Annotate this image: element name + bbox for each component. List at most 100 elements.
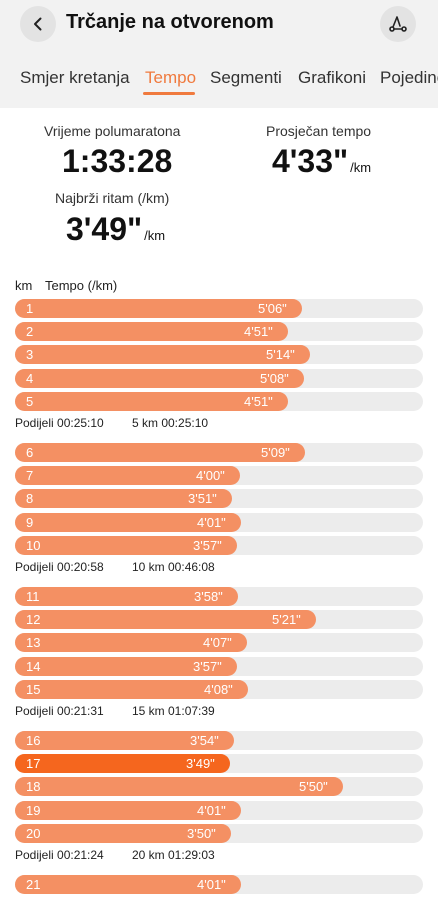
pace-value: 3'50" [187, 825, 216, 841]
split-time: Podijeli 00:21:24 [15, 848, 104, 862]
pace-bar [15, 368, 304, 388]
pace-bar [15, 656, 237, 676]
pace-bar [15, 512, 241, 532]
pace-bar [15, 587, 238, 606]
pace-value: 4'51" [244, 324, 273, 340]
km-number: 15 [26, 681, 41, 697]
pace-bar [15, 731, 234, 750]
km-number: 1 [26, 301, 34, 316]
pace-row: 6 5'09" [15, 443, 423, 462]
pace-bar [15, 800, 241, 820]
pace-row: 19 4'01" [15, 800, 423, 820]
pace-value: 4'01" [197, 877, 226, 892]
pace-bar [15, 535, 237, 555]
route-button[interactable] [380, 6, 416, 42]
split-cumulative: 20 km 01:29:03 [132, 848, 215, 862]
pace-value: 3'54" [190, 733, 219, 748]
half-marathon-label: Vrijeme polumaratona [44, 123, 181, 139]
pace-bar [15, 679, 248, 699]
pace-bar [15, 610, 316, 630]
pace-row: 3 5'14" [15, 345, 423, 365]
pace-bar [15, 345, 310, 365]
pace-value: 5'09" [261, 445, 290, 460]
pace-value: 4'07" [203, 635, 232, 651]
pace-value: 4'00" [196, 468, 225, 484]
km-number: 20 [26, 825, 41, 841]
split-cumulative: 15 km 01:07:39 [132, 704, 215, 718]
pace-bar [15, 391, 288, 411]
app-header: Trčanje na otvorenom [0, 0, 438, 50]
pace-value: 5'06" [258, 301, 287, 316]
pace-row: 9 4'01" [15, 512, 423, 532]
pace-row: 20 3'50" [15, 823, 423, 843]
chevron-left-icon [34, 17, 42, 31]
pace-bar [15, 466, 240, 486]
tab-segments[interactable]: Segmenti [210, 68, 282, 87]
pace-value: 4'51" [244, 393, 273, 409]
pace-row: 14 3'57" [15, 656, 423, 676]
km-number: 12 [26, 612, 41, 628]
pace-row: 18 5'50" [15, 777, 423, 797]
pace-value: 3'49" [186, 756, 215, 772]
km-number: 2 [26, 324, 34, 340]
page-title: Trčanje na otvorenom [66, 11, 274, 33]
pace-row: 10 3'57" [15, 535, 423, 555]
split-time: Podijeli 00:20:58 [15, 560, 104, 574]
pace-value: 4'08" [204, 681, 233, 697]
km-number: 14 [26, 658, 41, 674]
pace-value: 3'57" [193, 658, 222, 674]
pace-row: 21 4'01" [15, 875, 423, 894]
km-number: 11 [26, 589, 40, 604]
active-tab-indicator [143, 92, 195, 95]
pace-row: 15 4'08" [15, 679, 423, 699]
km-number: 13 [26, 635, 41, 651]
pace-bar [15, 875, 241, 894]
pace-row: 16 3'54" [15, 731, 423, 750]
pace-bar [15, 823, 231, 843]
pace-bar [15, 633, 247, 653]
pace-row: 4 5'08" [15, 368, 423, 388]
back-button[interactable] [20, 6, 56, 42]
km-number: 3 [26, 347, 34, 363]
km-number: 19 [26, 802, 41, 818]
km-number: 9 [26, 514, 34, 530]
pace-row: 2 4'51" [15, 322, 423, 342]
tab-route[interactable]: Smjer kretanja [20, 68, 130, 87]
pace-row: 7 4'00" [15, 466, 423, 486]
tab-details[interactable]: Pojedinosti [380, 68, 438, 87]
tab-pace[interactable]: Tempo [145, 68, 197, 87]
pace-row: 8 3'51" [15, 489, 423, 509]
km-number: 21 [26, 877, 41, 892]
pace-value: 4'01" [197, 802, 226, 818]
km-column-header: km [15, 278, 33, 293]
pace-bar [15, 443, 305, 462]
pace-row: 17 3'49" [15, 754, 423, 774]
tab-bar: Smjer kretanja Tempo Segmenti Grafikoni … [0, 50, 438, 108]
pace-row: 13 4'07" [15, 633, 423, 653]
pace-row: 12 5'21" [15, 610, 423, 630]
avg-pace-value: 4'33"/km [272, 143, 371, 180]
pace-row: 1 5'06" [15, 299, 423, 318]
km-number: 18 [26, 779, 41, 795]
pace-value: 5'50" [299, 779, 328, 795]
pace-value: 5'08" [260, 370, 289, 386]
km-number: 7 [26, 468, 34, 484]
split-cumulative: 5 km 00:25:10 [132, 416, 209, 430]
avg-pace-label: Prosječan tempo [266, 123, 372, 139]
tab-charts[interactable]: Grafikoni [298, 68, 367, 87]
pace-value: 5'14" [266, 347, 295, 363]
route-icon [389, 16, 407, 32]
avg-pace-unit: /km [350, 160, 372, 175]
half-marathon-value: 1:33:28 [62, 143, 173, 179]
fastest-pace-value: 3'49"/km [66, 211, 165, 248]
pace-value: 5'21" [272, 612, 301, 628]
pace-column-header: Tempo (/km) [45, 278, 118, 293]
km-number: 10 [26, 537, 41, 553]
pace-row: 11 3'58" [15, 587, 423, 606]
fastest-pace-number: 3'49" [66, 211, 143, 247]
km-number: 17 [26, 756, 41, 772]
pace-value: 4'01" [197, 514, 226, 530]
split-time: Podijeli 00:25:10 [15, 416, 104, 430]
km-number: 6 [26, 445, 34, 460]
split-cumulative: 10 km 00:46:08 [132, 560, 215, 574]
